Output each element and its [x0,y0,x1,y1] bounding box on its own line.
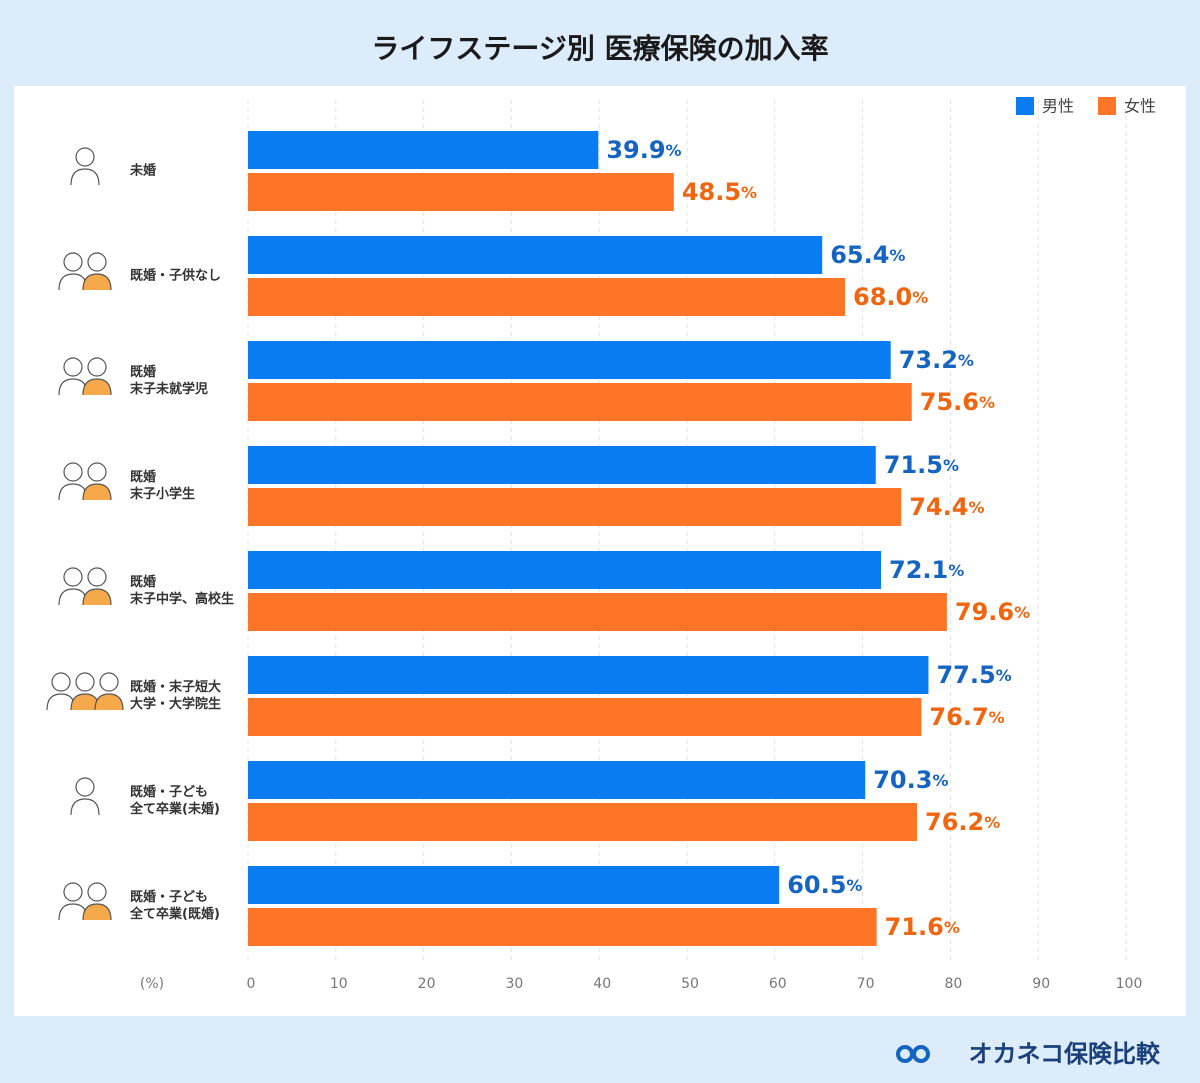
y-tick-label: 既婚 [130,364,156,380]
value-label: 39.9% [606,136,681,164]
bar [248,803,918,841]
legend-label: 女性 [1124,97,1156,116]
x-tick-label: 20 [418,976,436,992]
value-label: 76.7% [929,703,1004,731]
bar [248,593,947,631]
icon-head [75,777,95,797]
value-label: 79.6% [955,598,1030,626]
value-label: 75.6% [920,388,995,416]
bar [248,131,599,169]
bar [248,551,882,589]
y-tick-label: 全て卒業(未婚) [129,801,220,817]
bar [248,383,912,421]
icon-body [94,693,124,711]
y-tick-label: 全て卒業(既婚) [129,906,220,922]
value-label: 65.4% [830,241,905,269]
icon-head [63,567,83,587]
y-tick-label: 既婚 [130,574,156,590]
brand-name: オカネコ保険比較 [968,1040,1161,1068]
icon-head [75,147,95,167]
x-tick-label: 90 [1032,976,1050,992]
y-tick-label: 既婚・子供なし [130,268,221,284]
y-tick-label: 未婚 [129,163,156,179]
x-tick-label: 0 [247,976,256,992]
y-tick-label: 末子小学生 [129,486,195,502]
value-label: 76.2% [925,808,1000,836]
icon-body [70,798,100,816]
icon-body [70,168,100,186]
icon-head [63,357,83,377]
y-tick-label: 末子中学、高校生 [129,591,234,607]
x-tick-label: 10 [330,976,348,992]
value-label: 73.2% [899,346,974,374]
x-tick-label: 100 [1116,976,1143,992]
bar [248,698,922,736]
icon-head [63,882,83,902]
bar [248,866,780,904]
x-tick-label: 60 [769,976,787,992]
icon-head [75,672,95,692]
legend-label: 男性 [1042,97,1074,116]
x-axis-label: (%) [140,976,164,992]
brand-logo: オカネコ保険比較 [896,1040,1161,1068]
value-label: 74.4% [909,493,984,521]
y-tick-label: 既婚・末子短大 [130,679,221,695]
logo-icon [912,1045,930,1063]
icon-head [99,672,119,692]
y-tick-label: 既婚 [130,469,156,485]
x-tick-label: 50 [681,976,699,992]
bar [248,236,823,274]
value-label: 60.5% [787,871,862,899]
value-label: 72.1% [889,556,964,584]
icon-head [87,357,107,377]
icon-head [87,882,107,902]
bar [248,278,846,316]
icon-body [82,273,112,291]
chart-title: ライフステージ別 医療保険の加入率 [371,32,828,65]
bar [248,341,891,379]
icon-body [82,483,112,501]
value-label: 48.5% [682,178,757,206]
icon-body [82,588,112,606]
icon-body [82,903,112,921]
y-tick-label: 既婚・子ども [130,784,208,800]
x-tick-label: 70 [857,976,875,992]
value-label: 70.3% [873,766,948,794]
icon-head [63,252,83,272]
icon-head [87,567,107,587]
icon-body [82,378,112,396]
legend-swatch [1016,97,1034,115]
icon-head [63,462,83,482]
bar [248,656,929,694]
x-tick-label: 80 [944,976,962,992]
value-label: 71.5% [884,451,959,479]
value-label: 77.5% [936,661,1011,689]
icon-head [51,672,71,692]
y-tick-label: 既婚・子ども [130,889,208,905]
bar [248,446,876,484]
icon-head [87,462,107,482]
y-tick-label: 大学・大学院生 [130,696,221,712]
bar [248,488,902,526]
bar [248,761,866,799]
bar [248,173,674,211]
value-label: 68.0% [853,283,928,311]
x-tick-label: 40 [593,976,611,992]
y-tick-label: 末子未就学児 [129,381,208,397]
icon-head [87,252,107,272]
value-label: 71.6% [885,913,960,941]
bar [248,908,877,946]
x-tick-label: 30 [505,976,523,992]
legend-swatch [1098,97,1116,115]
